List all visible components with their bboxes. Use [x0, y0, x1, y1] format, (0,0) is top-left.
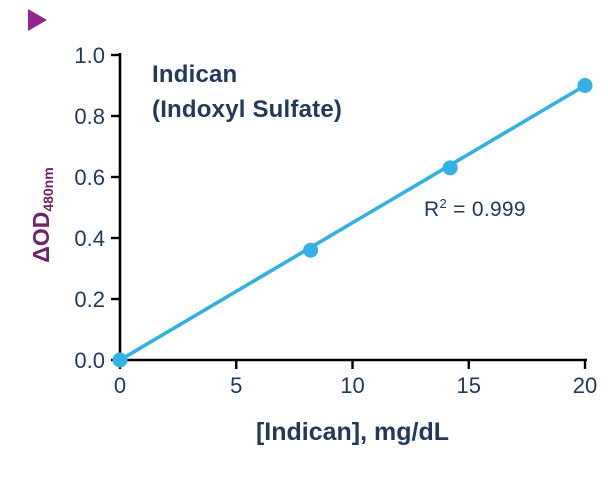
trend-line	[118, 83, 587, 362]
chart-title: Indican (Indoxyl Sulfate)	[152, 58, 342, 128]
x-tick-label: 15	[457, 373, 481, 398]
y-axis-label-main: ΔOD	[28, 211, 54, 263]
y-tick-label: 0.4	[74, 226, 105, 251]
purple-triangle-icon	[28, 9, 47, 31]
r-squared-sup: 2	[439, 196, 447, 211]
y-tick-label: 1.0	[74, 43, 105, 68]
y-axis-label: ΔOD480nm	[28, 115, 58, 315]
y-tick-label: 0.6	[74, 165, 105, 190]
y-axis-label-subscript: 480nm	[40, 167, 56, 212]
x-tick-label: 5	[230, 373, 242, 398]
y-tick-label: 0.2	[74, 287, 105, 312]
x-axis-label: [Indican], mg/dL	[255, 418, 450, 446]
data-point	[112, 352, 128, 368]
y-tick-label: 0.8	[74, 104, 105, 129]
r-squared-annotation: R2 = 0.999	[424, 196, 526, 222]
x-tick-label: 20	[573, 373, 597, 398]
x-tick-label: 10	[340, 373, 364, 398]
y-tick-label: 0.0	[74, 348, 105, 373]
chart-title-line1: Indican	[152, 61, 238, 88]
r-squared-prefix: R	[424, 198, 440, 221]
data-point	[577, 78, 593, 93]
data-point	[303, 242, 319, 258]
r-squared-value: = 0.999	[453, 198, 526, 221]
chart-title-line2: (Indoxyl Sulfate)	[152, 95, 343, 123]
x-tick-label: 0	[114, 373, 126, 398]
data-point	[442, 160, 458, 176]
